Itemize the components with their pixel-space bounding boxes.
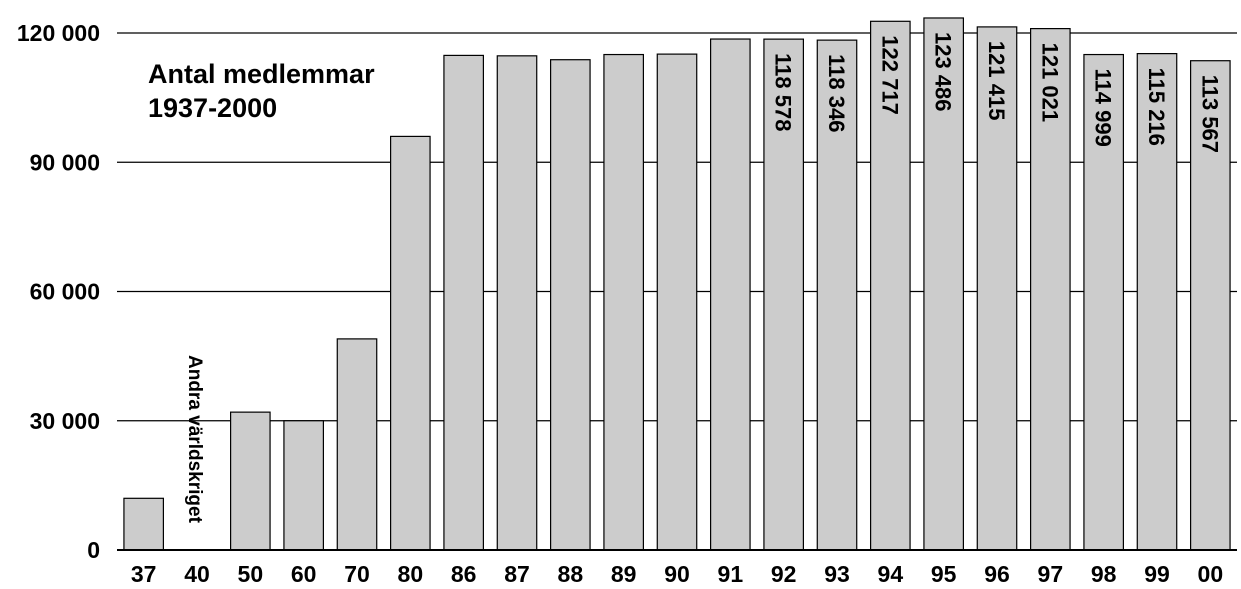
bar — [656, 53, 698, 551]
x-tick-label: 89 — [611, 561, 637, 587]
chart-title-line-1: Antal medlemmar — [148, 59, 375, 89]
bar-value-label: 121 415 — [984, 41, 1009, 121]
x-tick-label: 94 — [878, 561, 904, 587]
x-tick-label: 92 — [771, 561, 797, 587]
bar — [1136, 53, 1178, 551]
bar-value-label: 123 486 — [931, 32, 956, 112]
bar — [443, 54, 484, 551]
x-tick-label: 88 — [558, 561, 584, 587]
x-tick-label: 87 — [504, 561, 530, 587]
bar-value-label: 114 999 — [1091, 69, 1116, 147]
chart-title-line-2: 1937-2000 — [148, 93, 277, 123]
x-tick-label: 93 — [824, 561, 850, 587]
bar-value-label: 115 216 — [1144, 68, 1169, 146]
axes: 0 30 000 60 000 90 000 120 000 37 40 50 60 70 80 86… — [17, 20, 1237, 587]
x-tick-label: 95 — [931, 561, 957, 587]
bar — [1189, 60, 1231, 551]
bar — [763, 38, 805, 551]
x-tick-label: 90 — [664, 561, 690, 587]
x-tick-label: 50 — [238, 561, 264, 587]
bar — [1083, 53, 1125, 551]
x-tick-label: 00 — [1198, 561, 1224, 587]
x-tick-label: 91 — [718, 561, 744, 587]
x-tick-label: 60 — [291, 561, 317, 587]
bar-value-label: 118 578 — [771, 53, 796, 131]
x-tick-label: 98 — [1091, 561, 1117, 587]
bar — [549, 59, 591, 551]
x-tick-label: 99 — [1144, 561, 1170, 587]
bar — [336, 338, 378, 551]
bar — [230, 411, 271, 551]
bar — [1029, 28, 1071, 551]
bar — [283, 420, 324, 551]
x-tick-label: 37 — [131, 561, 157, 587]
bar — [976, 26, 1018, 551]
annotation-andra-varldskriget: Andra världskriget — [184, 355, 205, 524]
bar-value-label: 118 346 — [824, 54, 849, 132]
y-tick-label: 0 — [87, 537, 100, 563]
x-tick-label: 70 — [344, 561, 370, 587]
y-tick-label: 120 000 — [17, 20, 100, 46]
bar — [869, 20, 911, 551]
bar — [496, 55, 538, 551]
bars — [123, 17, 1231, 551]
x-tick-label: 97 — [1038, 561, 1064, 587]
y-tick-label: 60 000 — [30, 279, 100, 305]
y-tick-label: 30 000 — [30, 408, 100, 434]
x-tick-label: 80 — [398, 561, 424, 587]
bar-value-label: 121 021 — [1037, 43, 1062, 123]
x-tick-label: 86 — [451, 561, 477, 587]
bar — [603, 53, 645, 551]
x-tick-label: 96 — [984, 561, 1010, 587]
bar — [709, 38, 751, 551]
x-tick-label: 40 — [184, 561, 210, 587]
bar-value-label: 113 567 — [1197, 75, 1222, 153]
y-tick-label: 90 000 — [30, 149, 100, 175]
bar — [123, 497, 165, 551]
chart-title: Antal medlemmar 1937-2000 — [148, 59, 375, 123]
bar-value-label: 122 717 — [877, 35, 902, 115]
bar — [923, 17, 965, 551]
bar — [390, 135, 431, 551]
data-labels: 118 578 118 346 122 717 123 486 121 415 121 0… — [771, 32, 1223, 153]
